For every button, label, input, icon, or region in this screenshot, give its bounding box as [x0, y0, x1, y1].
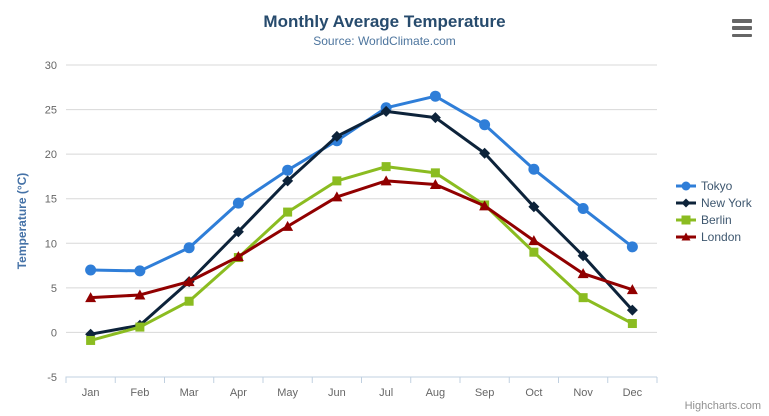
data-point-marker-circle[interactable]: [134, 265, 146, 277]
data-point-marker-triangle[interactable]: [282, 220, 294, 231]
data-point-marker-triangle[interactable]: [479, 200, 491, 211]
data-point-marker-triangle[interactable]: [134, 289, 146, 300]
y-axis-label: 5: [51, 283, 57, 295]
series-line-london: [89, 179, 634, 300]
legend-item-tokyo[interactable]: Tokyo: [676, 177, 752, 194]
data-point-marker-square[interactable]: [332, 176, 342, 186]
x-axis-label: Nov: [573, 387, 593, 399]
data-point-marker-triangle[interactable]: [183, 276, 195, 287]
legend-marker-triangle-icon: [676, 232, 696, 240]
data-point-marker-triangle[interactable]: [681, 232, 691, 240]
legend-item-london[interactable]: London: [676, 228, 752, 245]
x-axis-label: Jun: [328, 387, 346, 399]
data-point-marker-circle[interactable]: [85, 264, 97, 276]
data-point-marker-diamond[interactable]: [681, 198, 691, 207]
series-london[interactable]: [85, 175, 638, 303]
x-axis-label: Mar: [180, 387, 199, 399]
data-point-marker-diamond[interactable]: [380, 105, 392, 117]
series-line-new-york: [89, 109, 634, 336]
legend-item-berlin[interactable]: Berlin: [676, 211, 752, 228]
data-point-marker-circle[interactable]: [232, 197, 244, 209]
hamburger-bar: [732, 33, 752, 37]
data-point-marker-square[interactable]: [529, 247, 539, 257]
legend: Tokyo New York Berlin London: [676, 177, 752, 245]
series-line-berlin: [89, 165, 634, 342]
chart-subtitle: Source: WorldClimate.com: [313, 34, 456, 48]
y-axis-label: 30: [45, 60, 57, 72]
data-point-marker-square[interactable]: [283, 207, 293, 217]
data-point-marker-circle[interactable]: [429, 90, 441, 102]
hamburger-bar: [732, 19, 752, 23]
data-point-marker-square[interactable]: [430, 168, 440, 178]
data-point-marker-circle[interactable]: [282, 164, 294, 176]
data-point-marker-diamond[interactable]: [479, 147, 491, 159]
data-point-marker-triangle[interactable]: [232, 251, 244, 262]
data-point-marker-circle[interactable]: [183, 242, 195, 254]
series-tokyo[interactable]: [85, 90, 638, 277]
y-axis-label: 15: [45, 194, 57, 206]
legend-label: Tokyo: [701, 178, 733, 193]
legend-label: London: [701, 229, 742, 244]
data-point-marker-circle[interactable]: [681, 181, 691, 190]
data-point-marker-square[interactable]: [184, 296, 194, 306]
credits-link[interactable]: Highcharts.com: [684, 400, 761, 412]
y-axis-label: 20: [45, 149, 57, 161]
data-point-marker-square[interactable]: [86, 335, 96, 345]
data-point-marker-triangle[interactable]: [429, 178, 441, 189]
data-point-marker-square[interactable]: [627, 319, 637, 329]
legend-marker-square-icon: [676, 215, 696, 224]
data-point-marker-diamond[interactable]: [232, 226, 244, 238]
data-point-marker-triangle[interactable]: [85, 292, 97, 303]
x-axis-label: Aug: [426, 387, 446, 399]
data-point-marker-diamond[interactable]: [577, 250, 589, 262]
data-point-marker-square[interactable]: [578, 293, 588, 303]
x-axis-label: May: [277, 387, 298, 399]
data-point-marker-triangle[interactable]: [331, 191, 343, 202]
chart-title: Monthly Average Temperature: [263, 12, 506, 31]
x-axis-label: Apr: [230, 387, 247, 399]
series-new-york[interactable]: [85, 105, 638, 340]
hamburger-menu-icon[interactable]: [732, 19, 752, 37]
x-axis-label: Sep: [475, 387, 495, 399]
data-point-marker-circle[interactable]: [626, 241, 638, 253]
y-axis-label: 25: [45, 105, 57, 117]
data-point-marker-square[interactable]: [381, 162, 391, 172]
legend-marker-diamond-icon: [676, 198, 696, 207]
data-point-marker-diamond[interactable]: [626, 304, 638, 316]
y-axis-label: 10: [45, 238, 57, 250]
data-point-marker-diamond[interactable]: [282, 175, 294, 187]
legend-item-new-york[interactable]: New York: [676, 194, 752, 211]
legend-label: New York: [701, 195, 752, 210]
data-point-marker-triangle[interactable]: [626, 284, 638, 295]
data-point-marker-square[interactable]: [135, 322, 145, 332]
x-axis-label: Feb: [130, 387, 149, 399]
data-point-marker-diamond[interactable]: [429, 112, 441, 124]
x-axis-label: Jan: [82, 387, 100, 399]
data-point-marker-triangle[interactable]: [577, 268, 589, 279]
data-point-marker-circle[interactable]: [479, 119, 491, 131]
data-point-marker-circle[interactable]: [577, 203, 589, 215]
data-point-marker-circle[interactable]: [528, 163, 540, 175]
y-axis-label: -5: [47, 372, 57, 384]
data-point-marker-triangle[interactable]: [528, 235, 540, 246]
data-point-marker-square[interactable]: [681, 215, 691, 224]
legend-marker-circle-icon: [676, 181, 696, 190]
x-axis-label: Jul: [379, 387, 393, 399]
x-axis-label: Dec: [623, 387, 643, 399]
x-axis-label: Oct: [525, 387, 542, 399]
data-point-marker-triangle[interactable]: [380, 175, 392, 186]
legend-label: Berlin: [701, 212, 732, 227]
data-point-marker-diamond[interactable]: [528, 201, 540, 213]
data-point-marker-diamond[interactable]: [331, 130, 343, 142]
y-axis-label: 0: [51, 327, 57, 339]
hamburger-bar: [732, 26, 752, 30]
